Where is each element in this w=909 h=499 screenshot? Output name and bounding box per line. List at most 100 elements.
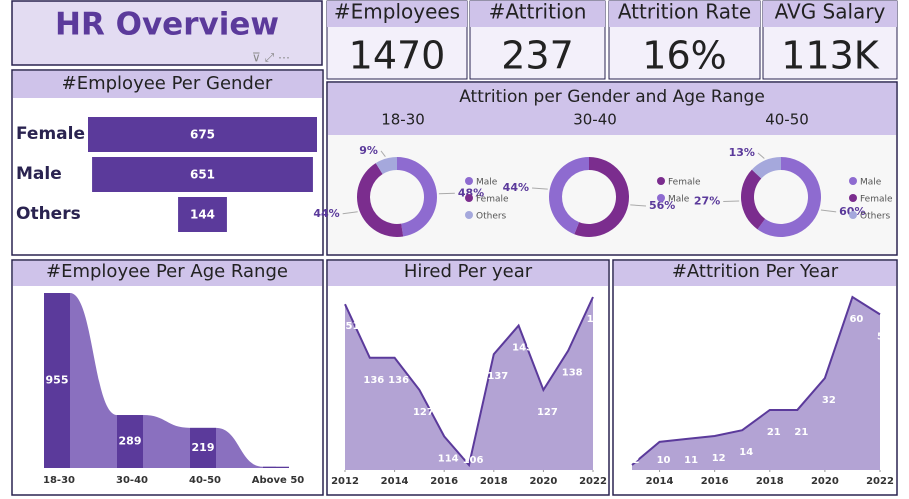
dashboard-title: HR Overview: [55, 7, 279, 43]
x-tick-label: 2022: [579, 476, 607, 487]
donut-slice: [741, 169, 766, 230]
x-tick-label: 30-40: [116, 475, 148, 486]
x-tick-label: 2018: [480, 476, 508, 487]
data-label: 127: [537, 407, 558, 418]
data-label: 153: [587, 314, 608, 325]
hired-panel-header: [328, 261, 608, 286]
bar: [88, 117, 317, 152]
donut-slice: [549, 157, 589, 235]
ribbon-link: [57, 293, 130, 468]
category-label: Female: [16, 124, 85, 144]
kpi-label: Attrition Rate: [618, 0, 751, 24]
ribbon-link: [203, 427, 276, 468]
x-tick-label: 18-30: [43, 475, 75, 486]
legend-swatch: [849, 194, 857, 202]
legend-swatch: [657, 177, 665, 185]
ribbon-link: [130, 415, 203, 468]
donut-slice: [751, 157, 781, 179]
data-label: 54: [877, 331, 891, 342]
data-label: 7: [272, 452, 280, 465]
title-box: [11, 0, 323, 66]
area-fill: [345, 297, 593, 470]
panel-title: Attrition per Gender and Age Range: [459, 87, 765, 107]
data-label: 955: [46, 374, 69, 387]
data-label: 145: [512, 343, 533, 354]
data-label: 21: [794, 427, 808, 438]
bar: [92, 157, 313, 192]
legend-label: Others: [860, 212, 891, 222]
data-label: 12: [712, 453, 726, 464]
category-label: Others: [16, 204, 81, 224]
legend-swatch: [465, 194, 473, 202]
chart-title: #Employee Per Age Range: [46, 261, 288, 282]
age-panel-header: [13, 261, 322, 286]
legend-label: Male: [476, 178, 498, 188]
x-tick-label: 2016: [430, 476, 458, 487]
data-label: 151: [339, 321, 360, 332]
gender-panel-header: [13, 71, 322, 98]
donut-slice: [356, 163, 404, 238]
kpi-value: 237: [501, 34, 574, 78]
donut-slice: [397, 157, 437, 237]
bar: [263, 466, 289, 468]
data-label: 48%: [458, 186, 484, 199]
kpi-value: 16%: [642, 34, 726, 78]
leader-line: [380, 150, 386, 157]
chart-title: #Employee Per Gender: [62, 73, 273, 94]
bar: [117, 415, 143, 468]
data-label: 219: [192, 441, 215, 454]
donut-slice: [574, 157, 629, 237]
leader-line: [630, 204, 647, 207]
legend-swatch: [465, 177, 473, 185]
data-label: 44%: [313, 207, 339, 220]
leader-line: [757, 152, 765, 159]
bar: [44, 293, 70, 468]
donut-title: 40-50: [765, 111, 809, 129]
kpi-header: [609, 1, 760, 27]
toolbar-icons[interactable]: ⊽ ⤢ ⋯: [252, 51, 290, 65]
leader-line: [531, 187, 548, 190]
legend-label: Female: [476, 195, 509, 205]
leader-line: [342, 211, 358, 215]
data-label: 14: [739, 447, 753, 458]
kpi-label: AVG Salary: [775, 0, 886, 24]
legend-label: Female: [668, 178, 701, 188]
area-line: [344, 296, 594, 468]
kpi-label: #Attrition: [489, 0, 587, 24]
data-label: 144: [190, 208, 215, 222]
kpi-header: [763, 1, 897, 27]
kpi-label: #Employees: [334, 0, 460, 24]
data-label: 13%: [729, 146, 755, 159]
legend-swatch: [657, 194, 665, 202]
data-label: 2: [633, 455, 640, 466]
data-label: 138: [562, 368, 583, 379]
data-label: 44%: [503, 181, 529, 194]
kpi-value: 1470: [349, 34, 446, 78]
x-tick-label: 40-50: [189, 475, 221, 486]
data-label: 651: [190, 168, 215, 182]
legend-label: Others: [476, 212, 507, 222]
attrition-year-panel-header: [614, 261, 896, 286]
leader-line: [820, 209, 837, 213]
x-tick-label: 2018: [756, 476, 784, 487]
donut-slice: [375, 157, 397, 175]
chart-title: Hired Per year: [404, 261, 533, 282]
x-tick-label: 2012: [331, 476, 359, 487]
leader-line: [723, 200, 740, 203]
data-label: 675: [190, 128, 215, 142]
bar: [190, 427, 216, 468]
chart-title: #Attrition Per Year: [672, 261, 839, 282]
data-label: 114: [438, 453, 459, 464]
data-label: 136: [363, 375, 384, 386]
legend-label: Male: [668, 195, 690, 205]
x-tick-label: 2016: [701, 476, 729, 487]
donut-title: 30-40: [573, 111, 617, 129]
data-label: 32: [822, 395, 836, 406]
attrition-panel-header: [328, 83, 896, 135]
x-tick-label: 2014: [646, 476, 674, 487]
data-label: 289: [119, 435, 142, 448]
x-tick-label: 2020: [529, 476, 557, 487]
legend-swatch: [465, 211, 473, 219]
data-label: 137: [487, 371, 508, 382]
